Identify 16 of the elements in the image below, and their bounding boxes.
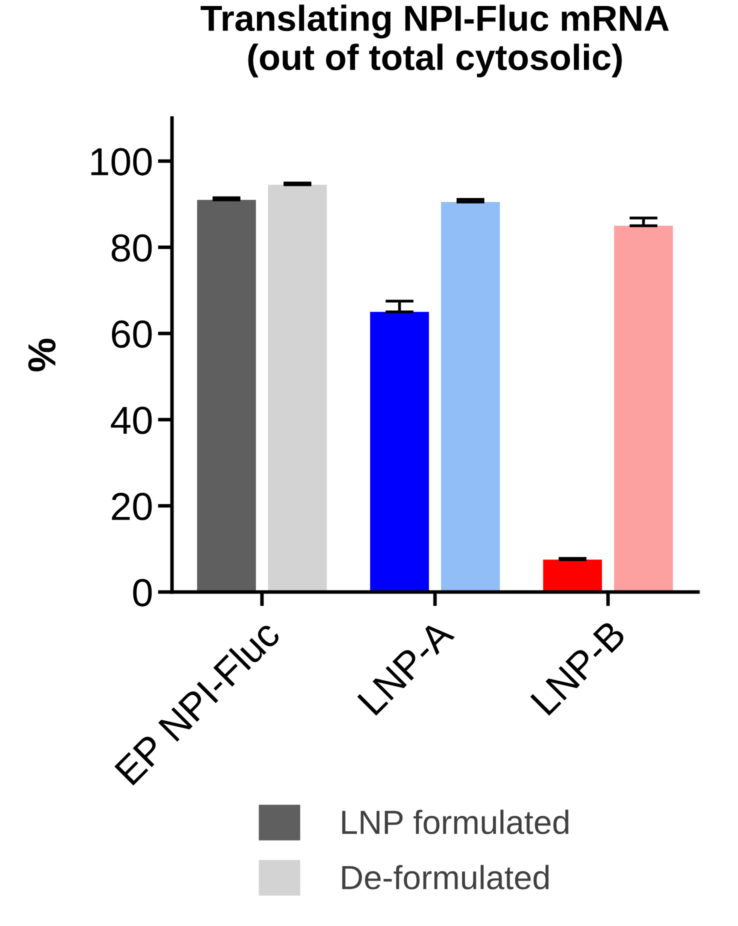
bar	[197, 200, 256, 592]
y-tick-label: 100	[91, 148, 152, 176]
y-tick-label: 40	[110, 406, 152, 434]
bar	[441, 202, 500, 592]
y-tick-label: 20	[112, 492, 152, 520]
y-axis-title: %	[28, 338, 56, 372]
bar	[268, 184, 327, 592]
y-tick-label: 60	[112, 320, 152, 348]
bar	[614, 226, 673, 592]
legend-label: LNP formulated	[342, 810, 568, 834]
chart-title: Translating NPI-Fluc mRNA (out of total cytosolic)	[200, 4, 669, 78]
legend-label: De-formulated	[342, 864, 549, 890]
bar	[543, 560, 602, 592]
y-tick-label: 0	[133, 578, 152, 606]
bar	[370, 312, 429, 592]
y-tick-label: 80	[112, 234, 152, 262]
